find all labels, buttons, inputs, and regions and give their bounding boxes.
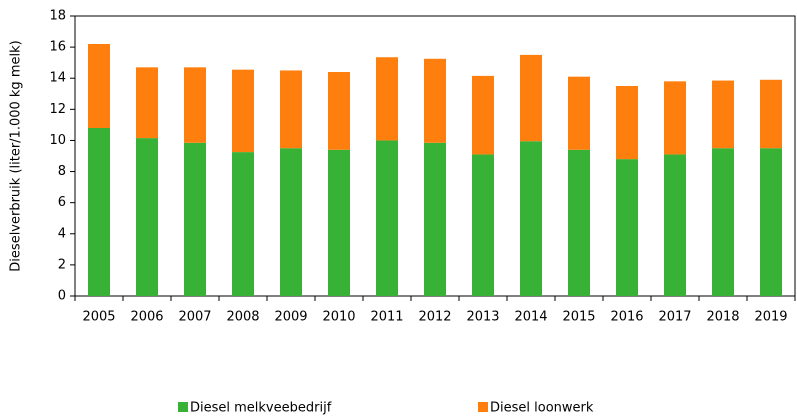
bar-segment bbox=[376, 140, 398, 296]
bar-segment bbox=[88, 128, 110, 296]
legend-label: Diesel melkveebedrijf bbox=[190, 401, 332, 416]
bar-segment bbox=[184, 67, 206, 143]
bar-segment bbox=[568, 149, 590, 296]
y-tick-label: 4 bbox=[58, 226, 66, 241]
bar-segment bbox=[328, 72, 350, 150]
bar-segment bbox=[280, 148, 302, 296]
x-tick-label: 2005 bbox=[82, 310, 115, 325]
y-tick-label: 14 bbox=[49, 71, 66, 86]
bar-segment bbox=[136, 138, 158, 296]
x-tick-label: 2019 bbox=[754, 310, 787, 325]
legend-swatch bbox=[178, 402, 188, 412]
x-tick-label: 2009 bbox=[274, 310, 307, 325]
y-tick-label: 8 bbox=[58, 164, 66, 179]
x-tick-label: 2018 bbox=[706, 310, 739, 325]
bar-segment bbox=[760, 79, 782, 149]
bar-segment bbox=[136, 67, 158, 139]
bar-segment bbox=[472, 154, 494, 296]
bar-segment bbox=[88, 44, 110, 128]
x-tick-label: 2012 bbox=[418, 310, 451, 325]
legend-swatch bbox=[478, 402, 488, 412]
x-tick-label: 2007 bbox=[178, 310, 211, 325]
bar-segment bbox=[184, 142, 206, 296]
bar-segment bbox=[664, 81, 686, 155]
y-tick-label: 16 bbox=[49, 40, 66, 55]
bar-segment bbox=[568, 76, 590, 150]
bar-segment bbox=[520, 141, 542, 296]
x-tick-label: 2014 bbox=[514, 310, 547, 325]
y-axis-label: Dieselverbruik (liter/1.000 kg melk) bbox=[9, 40, 24, 271]
y-tick-label: 6 bbox=[58, 195, 66, 210]
bar-segment bbox=[376, 57, 398, 141]
x-tick-label: 2016 bbox=[610, 310, 643, 325]
x-tick-label: 2010 bbox=[322, 310, 355, 325]
bar-segment bbox=[328, 149, 350, 296]
bar-segment bbox=[232, 152, 254, 296]
legend-label: Diesel loonwerk bbox=[490, 401, 594, 416]
bar-segment bbox=[616, 159, 638, 296]
bar-segment bbox=[472, 75, 494, 155]
bar-segment bbox=[280, 70, 302, 149]
x-tick-label: 2011 bbox=[370, 310, 403, 325]
bar-segment bbox=[520, 54, 542, 142]
x-tick-label: 2008 bbox=[226, 310, 259, 325]
y-tick-label: 10 bbox=[49, 133, 66, 148]
x-tick-label: 2006 bbox=[130, 310, 163, 325]
x-tick-label: 2017 bbox=[658, 310, 691, 325]
bar-segment bbox=[712, 148, 734, 296]
bar-segment bbox=[712, 80, 734, 149]
bar-segment bbox=[616, 86, 638, 160]
x-tick-label: 2013 bbox=[466, 310, 499, 325]
y-tick-label: 2 bbox=[58, 257, 66, 272]
y-tick-label: 0 bbox=[58, 289, 66, 304]
bar-segment bbox=[424, 58, 446, 143]
y-tick-label: 12 bbox=[49, 102, 66, 117]
y-tick-label: 18 bbox=[49, 9, 66, 24]
bar-segment bbox=[664, 154, 686, 296]
bar-segment bbox=[760, 148, 782, 296]
bar-segment bbox=[232, 69, 254, 153]
x-tick-label: 2015 bbox=[562, 310, 595, 325]
bar-segment bbox=[424, 142, 446, 296]
